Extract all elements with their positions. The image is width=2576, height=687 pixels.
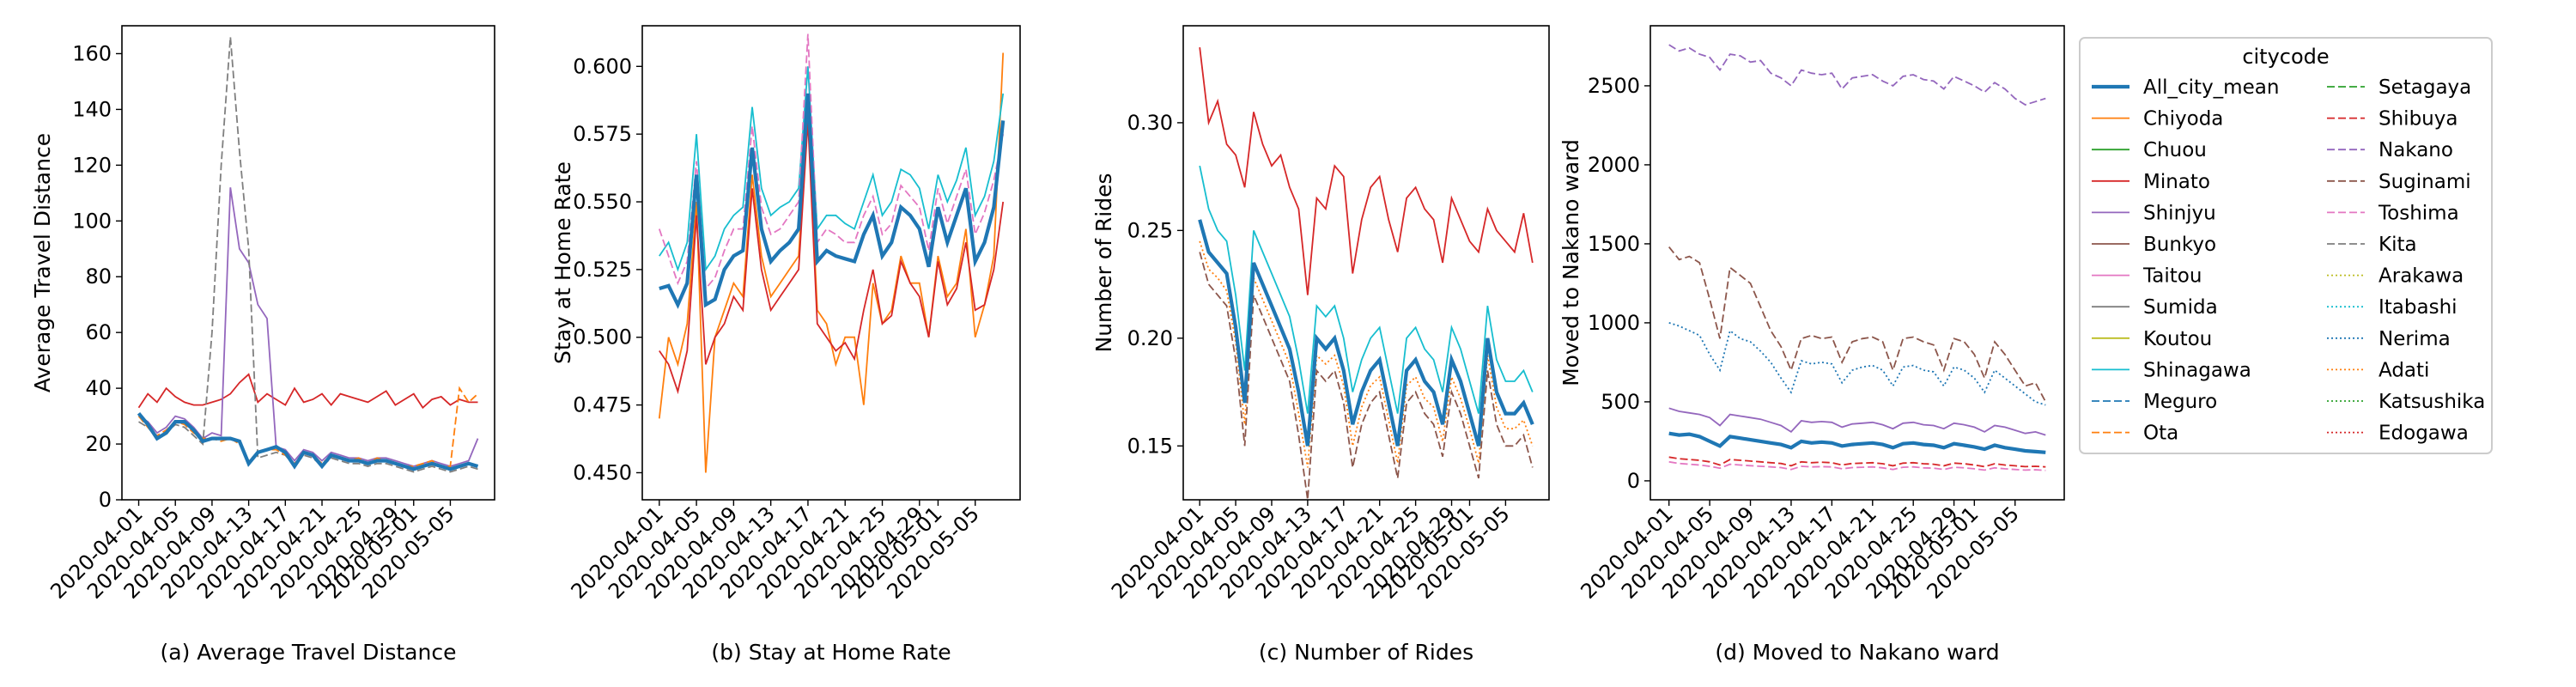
series-line-toshima: [1668, 460, 2046, 471]
legend-label: Chuou: [2143, 139, 2207, 161]
series-line-shinjyu: [1668, 407, 2046, 436]
legend-label: Toshima: [2378, 202, 2459, 224]
legend-label: Shibuya: [2379, 108, 2458, 131]
series-line-nerima: [1668, 322, 2046, 406]
plot-area: [1182, 25, 1550, 501]
panel-1: 0.4500.4750.5000.5250.5500.5750.6002020-…: [550, 25, 1021, 665]
series-line-minato: [137, 373, 478, 410]
y-tick-label: 100: [72, 209, 112, 233]
series-line-nakano: [1668, 44, 2046, 106]
legend-label: Nerima: [2379, 328, 2451, 350]
y-tick-label: 0.600: [573, 54, 632, 78]
panel-3: 050010001500200025002020-04-012020-04-05…: [1558, 25, 2065, 665]
legend-label: Adati: [2379, 359, 2429, 381]
legend-items: All_city_mean Chiyoda Chuou Minato Shinjyu Bu…: [2092, 76, 2485, 445]
y-tick-label: 0.15: [1127, 434, 1173, 458]
series-line-all_city_mean: [1198, 219, 1534, 447]
legend-label: Arakawa: [2379, 265, 2464, 288]
y-tick-label: 0.20: [1127, 326, 1173, 350]
legend-label: Minato: [2143, 171, 2210, 193]
panels: 0204060801001201401602020-04-012020-04-0…: [30, 25, 2065, 665]
y-tick-label: 0: [99, 488, 112, 512]
legend-label: Bunkyo: [2143, 234, 2216, 256]
panel-2: 0.150.200.250.302020-04-012020-04-052020…: [1091, 25, 1550, 665]
series-line-suginami: [1668, 246, 2047, 403]
y-tick-label: 1500: [1588, 232, 1640, 256]
series-line-suginami: [1199, 252, 1534, 500]
series-line-all_city_mean: [1668, 431, 2046, 454]
series-line-kita: [138, 36, 478, 473]
legend: citycode All_city_mean Chiyoda Chuou Minato…: [2079, 37, 2493, 454]
legend-label: Ota: [2143, 423, 2178, 445]
y-axis-label: Moved to Nakano ward: [1558, 139, 1583, 386]
legend-frame: [2079, 37, 2493, 454]
legend-label: All_city_mean: [2143, 76, 2279, 99]
y-tick-label: 2500: [1588, 74, 1640, 98]
y-tick-label: 40: [85, 376, 112, 400]
y-tick-label: 140: [72, 97, 112, 121]
y-axis-label: Stay at Home Rate: [550, 161, 575, 364]
y-tick-label: 60: [85, 320, 112, 344]
legend-title: citycode: [2242, 45, 2329, 69]
series-lines: [658, 33, 1005, 473]
series-line-all_city_mean: [659, 93, 1005, 309]
legend-label: Setagaya: [2379, 76, 2471, 99]
plot-area: [1649, 25, 2065, 501]
series-lines: [1668, 44, 2047, 471]
y-tick-label: 120: [72, 153, 112, 177]
panel-0: 0204060801001201401602020-04-012020-04-0…: [30, 25, 495, 665]
y-tick-label: 0.525: [573, 258, 632, 282]
legend-label: Edogawa: [2379, 423, 2469, 445]
y-tick-label: 1000: [1588, 311, 1640, 335]
series-line-toshima: [658, 33, 1005, 291]
panel-caption: (d) Moved to Nakano ward: [1715, 640, 1999, 665]
y-tick-label: 0.30: [1127, 111, 1173, 135]
legend-label: Koutou: [2143, 328, 2212, 350]
legend-label: Nakano: [2379, 139, 2453, 161]
y-tick-label: 80: [85, 264, 112, 289]
legend-label: Shinjyu: [2143, 202, 2216, 224]
series-lines: [137, 36, 479, 473]
y-tick-label: 20: [85, 432, 112, 456]
y-tick-label: 0.475: [573, 393, 632, 417]
series-line-all_city_mean: [137, 411, 479, 471]
y-tick-label: 500: [1601, 390, 1640, 414]
series-lines: [1198, 46, 1534, 500]
series-line-minato: [1199, 46, 1534, 295]
series-line-shibuya: [1668, 456, 2046, 468]
y-tick-label: 2000: [1588, 153, 1640, 177]
y-tick-label: 160: [72, 41, 112, 65]
y-tick-label: 0.500: [573, 325, 632, 350]
legend-label: Chiyoda: [2143, 108, 2223, 131]
y-tick-label: 0.550: [573, 190, 632, 214]
legend-label: Suginami: [2379, 171, 2471, 193]
legend-label: Kita: [2379, 234, 2417, 256]
series-line-shinagawa: [1199, 165, 1534, 414]
legend-label: Shinagawa: [2143, 359, 2251, 381]
y-tick-label: 0.450: [573, 460, 632, 484]
legend-label: Meguro: [2143, 391, 2217, 413]
legend-label: Itabashi: [2379, 296, 2458, 319]
plot-area: [121, 25, 495, 501]
series-line-minato: [659, 120, 1005, 395]
y-tick-label: 0: [1627, 469, 1640, 493]
panel-caption: (b) Stay at Home Rate: [711, 640, 951, 665]
legend-label: Taitou: [2142, 265, 2202, 288]
y-axis-label: Number of Rides: [1091, 173, 1116, 352]
legend-label: Katsushika: [2379, 391, 2485, 413]
y-tick-label: 0.575: [573, 122, 632, 146]
y-tick-label: 0.25: [1127, 218, 1173, 242]
panel-caption: (a) Average Travel Distance: [161, 640, 457, 665]
series-line-shinagawa: [659, 66, 1005, 272]
legend-label: Sumida: [2143, 296, 2218, 319]
y-axis-label: Average Travel Distance: [30, 133, 55, 392]
panel-caption: (c) Number of Rides: [1259, 640, 1473, 665]
